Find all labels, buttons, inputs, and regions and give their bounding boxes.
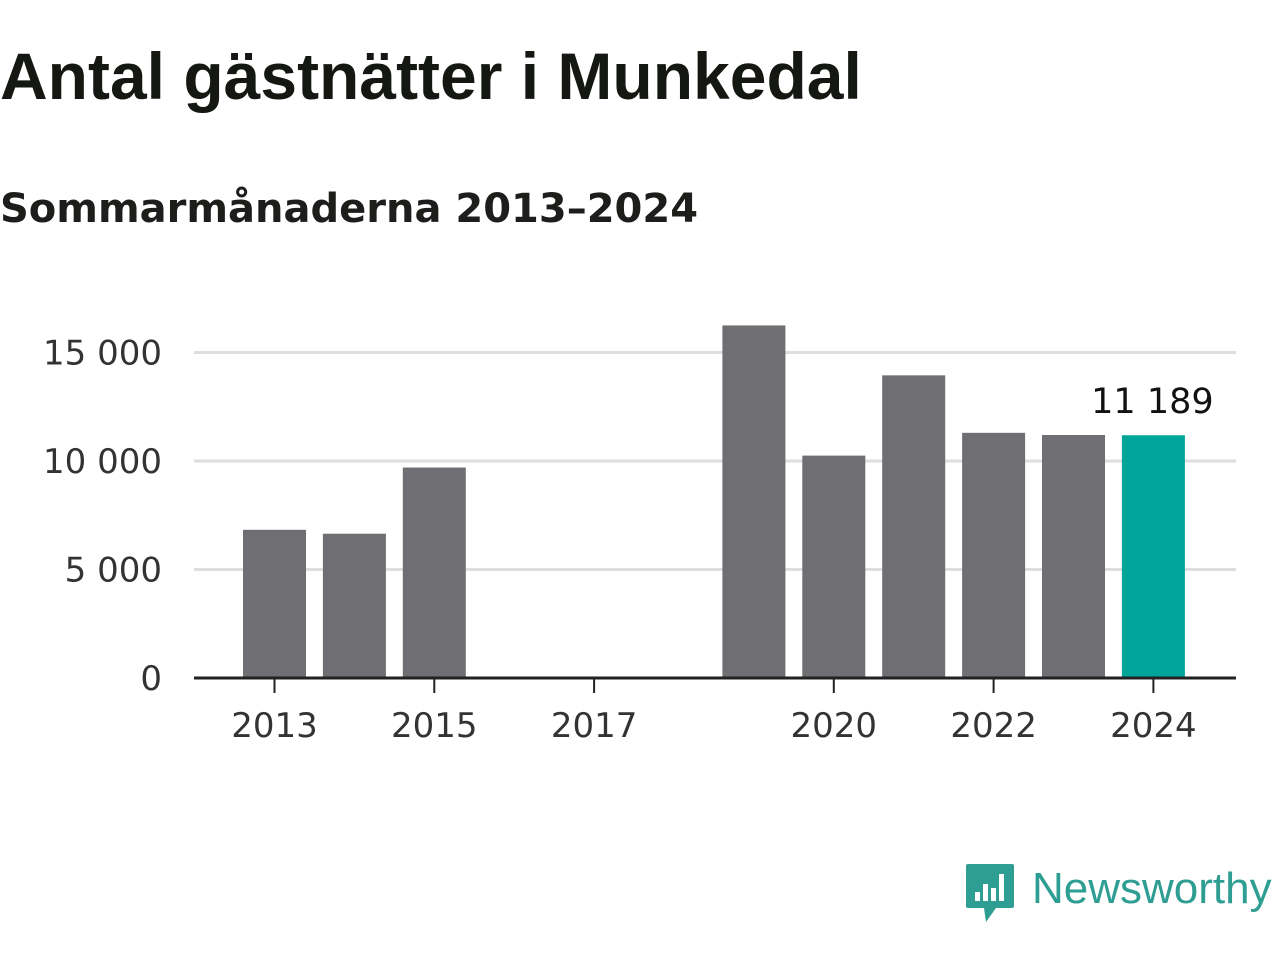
y-tick-label: 0 bbox=[140, 659, 162, 699]
x-tick-label: 2013 bbox=[231, 706, 318, 746]
bar-2020 bbox=[802, 455, 866, 678]
bar-2013 bbox=[243, 529, 306, 678]
page-subtitle: Sommarmånaderna 2013–2024 bbox=[0, 186, 699, 232]
y-tick-label: 15 000 bbox=[43, 334, 162, 374]
y-tick-label: 10 000 bbox=[43, 442, 162, 482]
bar-2021 bbox=[882, 375, 946, 678]
bar-2015 bbox=[402, 467, 466, 678]
axes bbox=[194, 676, 1236, 693]
bar-2023 bbox=[1042, 434, 1105, 678]
brand: Newsworthy bbox=[964, 862, 1272, 926]
brand-name: Newsworthy bbox=[1032, 864, 1272, 913]
x-tick-label: 2015 bbox=[391, 706, 478, 746]
x-tick-label: 2022 bbox=[950, 706, 1037, 746]
x-tick-label: 2020 bbox=[791, 706, 878, 746]
bar-2024 bbox=[1121, 435, 1185, 678]
bars bbox=[243, 325, 1185, 678]
bar-2014 bbox=[322, 533, 386, 678]
bar-2022 bbox=[962, 432, 1026, 678]
data-label: 11 189 bbox=[1091, 382, 1213, 422]
y-tick-label: 5 000 bbox=[65, 551, 162, 591]
newsworthy-logo-icon bbox=[966, 864, 1014, 922]
x-tick-label: 2024 bbox=[1110, 706, 1197, 746]
bar-2019 bbox=[722, 325, 786, 678]
page-title: Antal gästnätter i Munkedal bbox=[0, 39, 862, 113]
x-tick-label: 2017 bbox=[551, 706, 638, 746]
labels: 0 5 000 10 000 15 000 2013 2015 2017 2020 2022 20… bbox=[43, 334, 1214, 746]
